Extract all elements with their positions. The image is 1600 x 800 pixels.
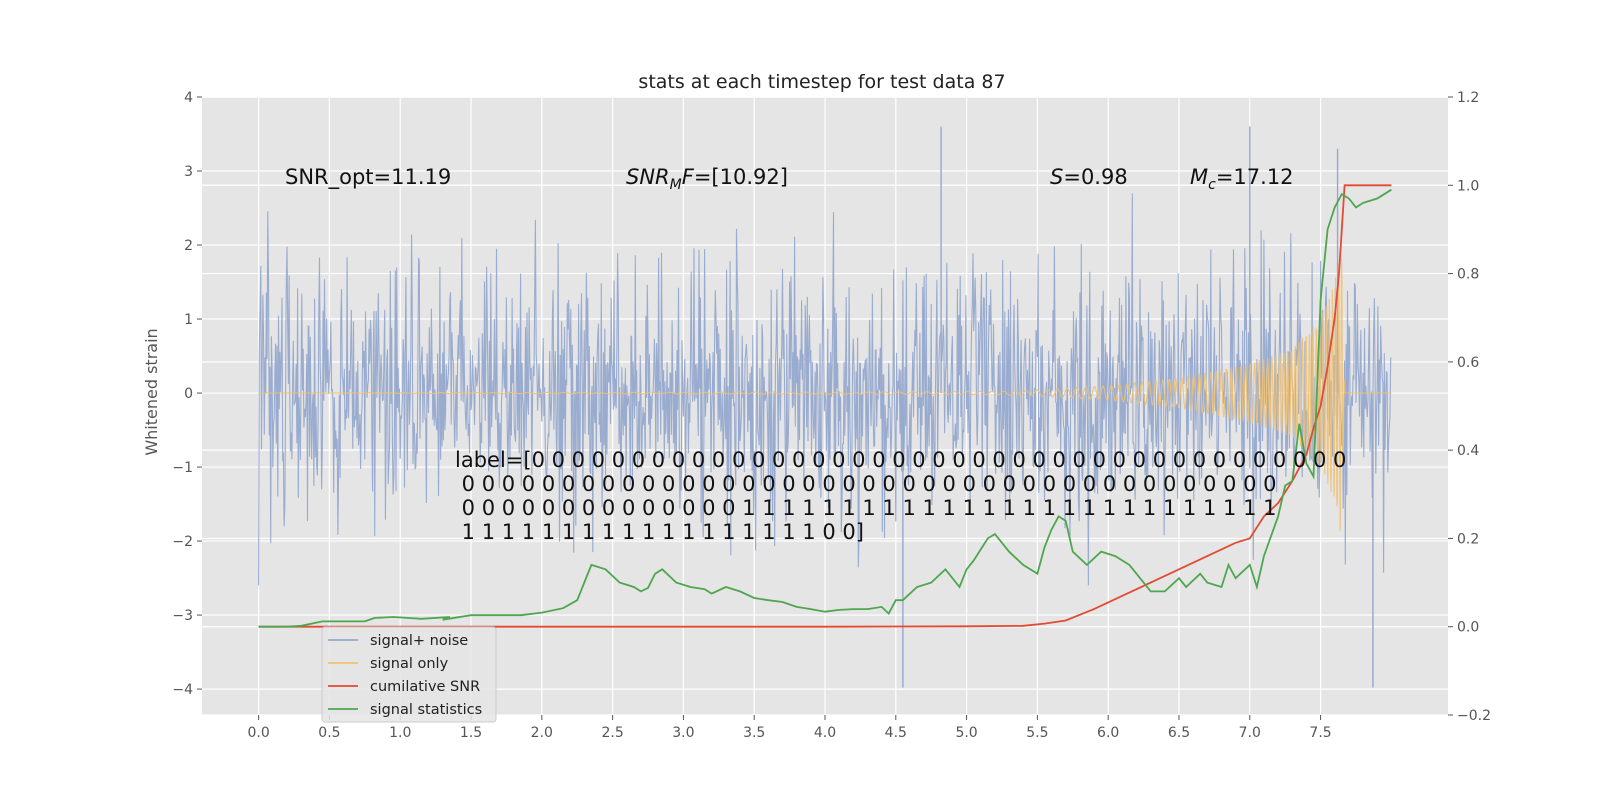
label-line: 1 1 1 1 1 1 1 1 1 1 1 1 1 1 1 1 1 1 0 0]	[455, 520, 864, 544]
series-cumulative-snr	[258, 184, 1392, 628]
y-axis-ticks: 4 3 2 1 0 −1 −2 −3 −4	[172, 90, 202, 698]
x-tick-label: 0.0	[248, 725, 270, 741]
x-tick-label: 2.5	[601, 725, 623, 741]
x-tick-label: 2.0	[531, 725, 553, 741]
y-tick-label: 2	[184, 238, 193, 254]
legend-item-signal-statistics: signal statistics	[328, 702, 482, 718]
y2-tick-label: 0.0	[1457, 620, 1479, 636]
x-tick-label: 5.0	[955, 725, 977, 741]
legend-label: signal only	[370, 656, 449, 672]
series-signal-statistics	[258, 188, 1392, 628]
annotation-snr-opt: SNR_opt=11.19	[285, 165, 451, 190]
legend-item-signal-only: signal only	[328, 656, 449, 672]
x-axis-ticks: 0.0 0.5 1.0 1.5 2.0 2.5 3.0 3.5 4.0 4.5 5.0 5.5 6.0 6…	[248, 715, 1332, 741]
legend-label: signal statistics	[370, 702, 482, 718]
y2-tick-label: −0.2	[1457, 708, 1491, 724]
label-line: label=[0 0 0 0 0 0 0 0 0 0 0 0 0 0 0 0 0…	[455, 448, 1346, 472]
annotation-snr-mf: SNRMF=[10.92]	[626, 165, 788, 193]
x-tick-label: 4.5	[885, 725, 907, 741]
legend-label: cumilative SNR	[370, 679, 480, 695]
y-tick-label: 4	[184, 90, 193, 106]
x-tick-label: 7.5	[1309, 725, 1331, 741]
x-tick-label: 1.0	[389, 725, 411, 741]
y-tick-label: −2	[172, 534, 193, 550]
label-annotation: label=[0 0 0 0 0 0 0 0 0 0 0 0 0 0 0 0 0…	[455, 448, 1346, 544]
y2-tick-label: 1.0	[1457, 178, 1479, 194]
label-line: 0 0 0 0 0 0 0 0 0 0 0 0 0 0 0 0 0 0 0 0 …	[455, 472, 1276, 496]
x-tick-label: 1.5	[460, 725, 482, 741]
y-tick-label: 0	[184, 386, 193, 402]
y-tick-label: −3	[172, 608, 193, 624]
x-tick-label: 0.5	[318, 725, 340, 741]
chart-title: stats at each timestep for test data 87	[638, 71, 1005, 93]
noise-trace	[258, 193, 1392, 586]
y2-tick-label: 0.2	[1457, 531, 1479, 547]
y2-axis-ticks: 1.2 1.0 0.8 0.6 0.4 0.2 0.0 −0.2	[1448, 90, 1491, 724]
x-tick-label: 4.0	[814, 725, 836, 741]
legend-label: signal+ noise	[370, 633, 468, 649]
y2-tick-label: 0.6	[1457, 355, 1479, 371]
x-tick-label: 3.0	[672, 725, 694, 741]
legend-box	[321, 626, 497, 723]
y-tick-label: −4	[172, 682, 193, 698]
y-tick-label: 1	[184, 312, 193, 328]
signal-trace	[258, 258, 1392, 532]
legend: signal+ noise signal only cumilative SNR…	[321, 626, 497, 723]
y2-tick-label: 1.2	[1457, 90, 1479, 106]
x-tick-label: 7.0	[1239, 725, 1261, 741]
legend-item-signal-noise: signal+ noise	[328, 633, 468, 649]
series-signal-only	[258, 258, 1392, 532]
label-line: 0 0 0 0 0 0 0 0 0 0 0 0 0 0 1 1 1 1 1 1 …	[455, 496, 1276, 520]
y-tick-label: −1	[172, 460, 193, 476]
x-tick-label: 6.5	[1168, 725, 1190, 741]
x-tick-label: 3.5	[743, 725, 765, 741]
y2-tick-label: 0.8	[1457, 267, 1479, 283]
y-axis-label: Whitened strain	[142, 328, 161, 455]
legend-item-cumulative-snr: cumilative SNR	[328, 679, 480, 695]
annotation-mc: Mc=17.12	[1190, 165, 1294, 193]
annotation-s: S=0.98	[1050, 165, 1128, 189]
x-tick-label: 6.0	[1097, 725, 1119, 741]
y2-tick-label: 0.4	[1457, 443, 1479, 459]
x-tick-label: 5.5	[1026, 725, 1048, 741]
y-tick-label: 3	[184, 164, 193, 180]
